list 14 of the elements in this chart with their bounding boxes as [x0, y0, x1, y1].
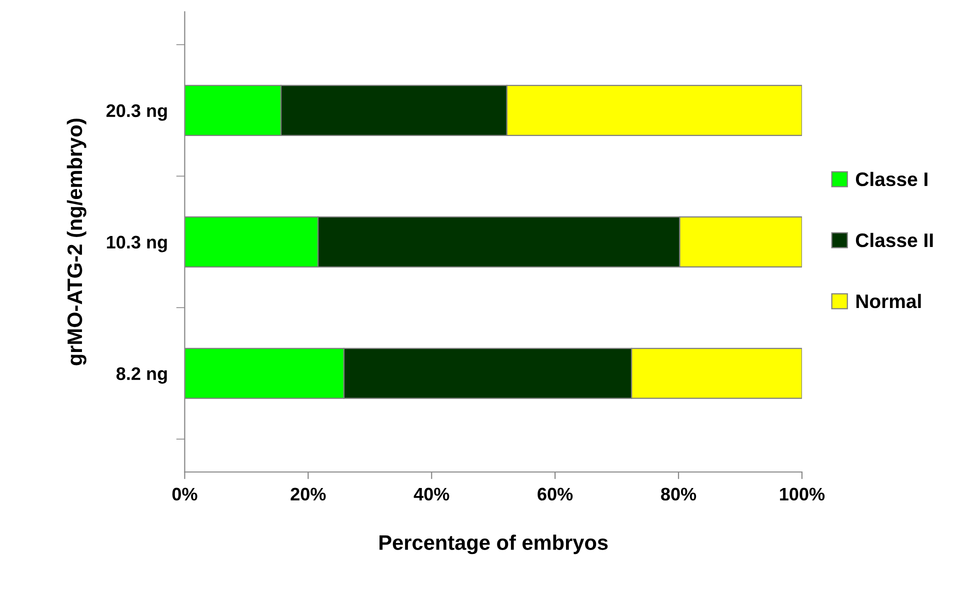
y-axis-title: grMO-ATG-2 (ng/embryo): [66, 118, 86, 366]
x-tick-label: 40%: [414, 488, 450, 501]
x-axis-title: Percentage of embryos: [380, 534, 608, 554]
x-tick-label: 80%: [661, 488, 696, 501]
x-tick-label: 0%: [172, 488, 198, 501]
y-tick-label: 8.2 ng: [116, 367, 167, 384]
y-tick-label: 20.3 ng: [106, 104, 167, 121]
x-tick-label: 20%: [290, 488, 326, 501]
legend-label: Classe II: [856, 232, 933, 248]
legend-label: Normal: [856, 294, 921, 308]
legend-label: Classe I: [856, 172, 928, 186]
y-tick-label: 10.3 ng: [106, 236, 167, 252]
x-tick-label: 100%: [780, 488, 825, 501]
x-tick-label: 60%: [538, 488, 573, 501]
